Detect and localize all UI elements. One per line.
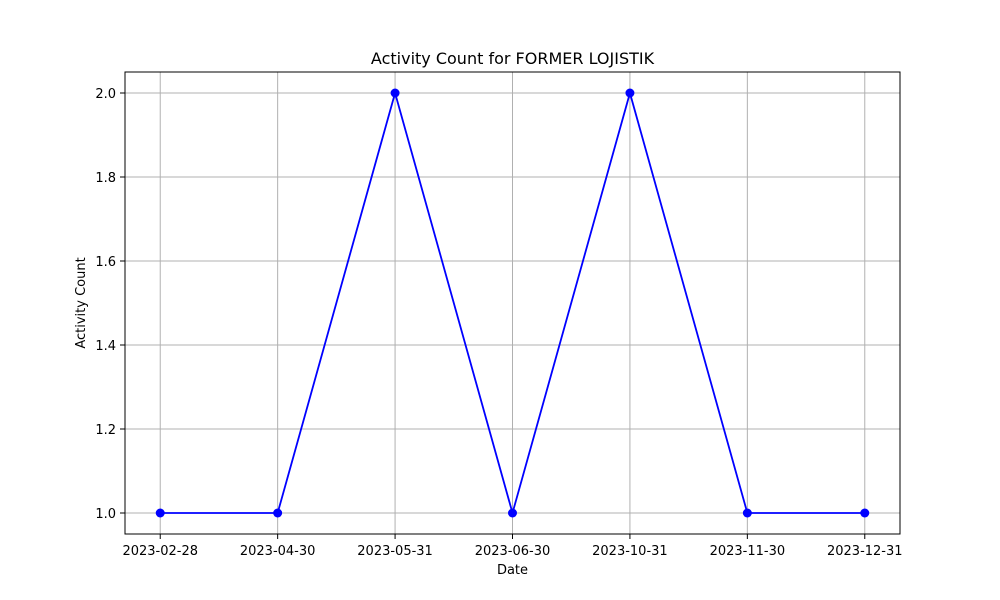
x-tick-label: 2023-05-31 — [357, 544, 433, 559]
chart-title: Activity Count for FORMER LOJISTIK — [371, 49, 655, 68]
data-point — [742, 508, 752, 518]
data-point — [273, 508, 283, 518]
x-tick-label: 2023-11-30 — [710, 544, 786, 559]
data-point — [390, 88, 400, 98]
data-point — [155, 508, 165, 518]
data-point — [508, 508, 517, 518]
y-tick-label: 1.2 — [95, 423, 116, 438]
x-tick-label: 2023-10-31 — [592, 544, 668, 559]
data-point — [860, 508, 870, 518]
grid-layer — [125, 72, 900, 534]
x-tick-label: 2023-12-31 — [827, 544, 903, 559]
x-tick-label: 2023-04-30 — [240, 544, 316, 559]
y-axis-label: Activity Count — [74, 257, 89, 348]
x-tick-label: 2023-02-28 — [122, 544, 198, 559]
x-tick-label: 2023-06-30 — [475, 544, 551, 559]
y-tick-label: 1.8 — [95, 171, 116, 186]
y-tick-label: 2.0 — [95, 87, 116, 102]
data-point — [625, 88, 635, 98]
tick-layer: 2023-02-28 2023-04-30 2023-05-31 2023-06-30… — [95, 87, 902, 559]
y-tick-label: 1.4 — [95, 339, 116, 354]
x-axis-label: Date — [497, 563, 528, 578]
y-tick-label: 1.0 — [95, 507, 116, 522]
y-tick-label: 1.6 — [95, 255, 116, 270]
series-layer — [155, 88, 870, 518]
